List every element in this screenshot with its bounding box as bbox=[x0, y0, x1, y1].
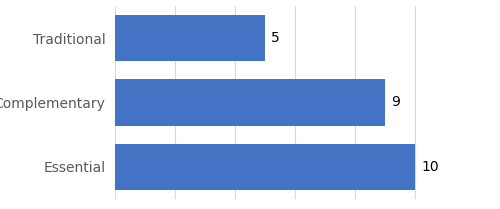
Bar bbox=[115, 144, 415, 190]
Bar bbox=[115, 79, 385, 126]
Text: 9: 9 bbox=[391, 96, 400, 109]
Text: 5: 5 bbox=[271, 31, 280, 45]
Bar bbox=[115, 15, 265, 61]
Text: 10: 10 bbox=[421, 160, 438, 174]
